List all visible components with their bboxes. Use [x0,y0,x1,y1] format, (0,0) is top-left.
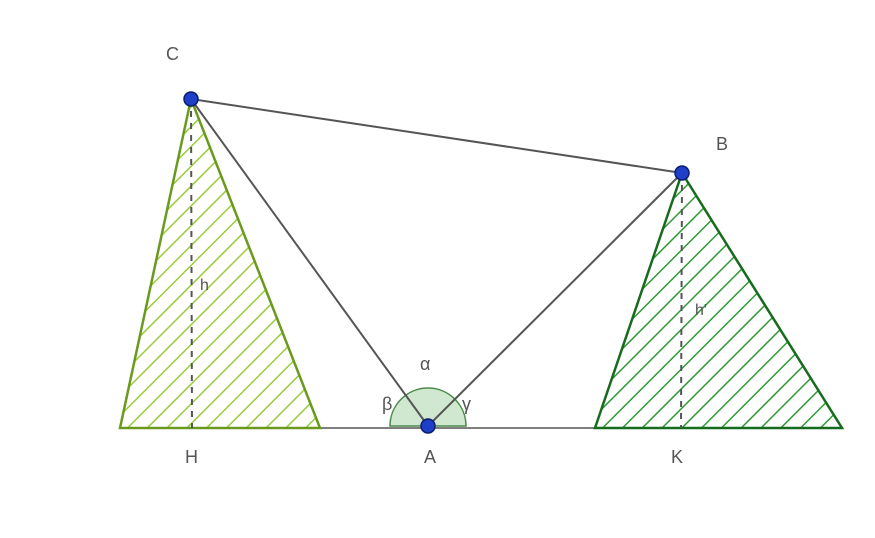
label-gamma: γ [462,394,471,414]
label-h-left: h [200,277,209,294]
label-B: B [716,134,728,154]
label-H: H [185,447,198,467]
left-triangle [120,99,320,428]
right-triangle [595,173,842,428]
point-A [421,419,435,433]
point-B [675,166,689,180]
label-beta: β [382,394,392,414]
label-h-right: h' [695,302,707,319]
label-C: C [166,44,179,64]
label-alpha: α [420,354,430,374]
label-A: A [424,447,436,467]
edge-CB [191,99,682,173]
label-K: K [671,447,683,467]
point-C [184,92,198,106]
